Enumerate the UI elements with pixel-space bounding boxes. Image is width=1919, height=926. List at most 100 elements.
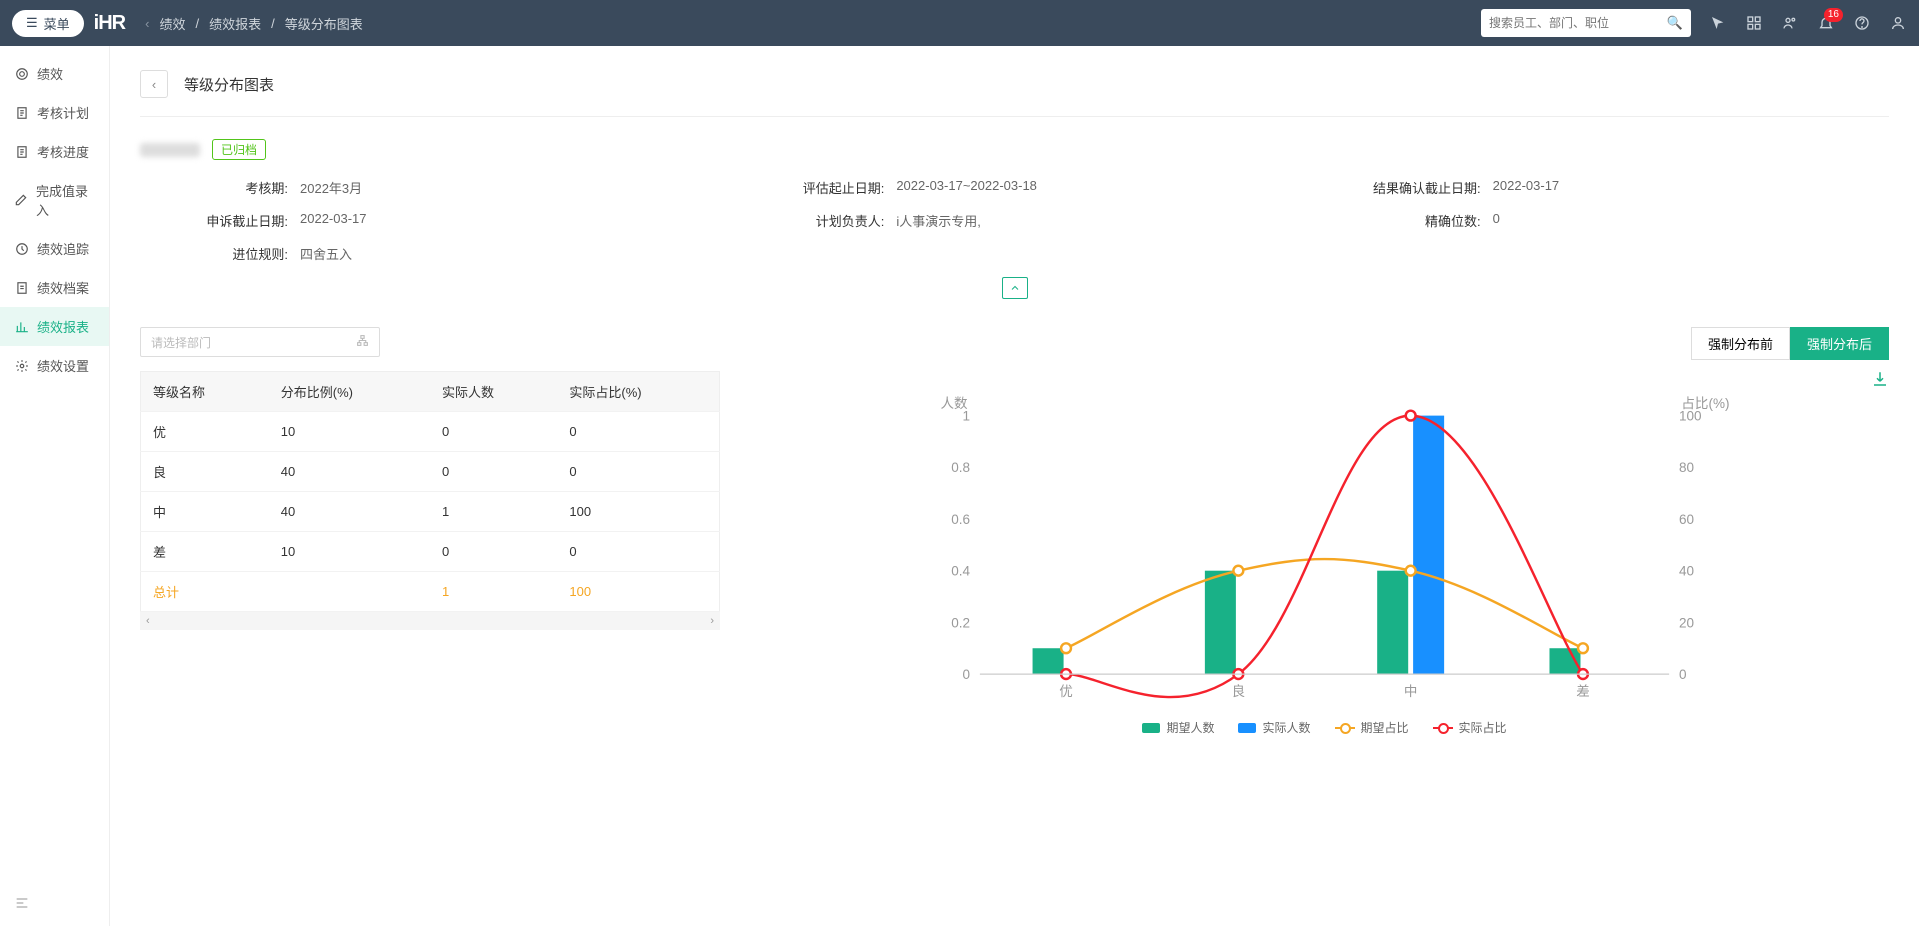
edit-icon <box>14 193 28 208</box>
legend-swatch <box>1142 723 1160 733</box>
table-cell: 100 <box>557 492 719 532</box>
legend-item[interactable]: .leg-line[style*='#f5a623']::after{borde… <box>1335 719 1409 736</box>
chart-container: 人数占比(%)00.20.40.60.81020406080100优良中差 <box>760 391 1889 711</box>
svg-text:良: 良 <box>1232 684 1246 699</box>
sidebar-item-doc[interactable]: 考核进度 <box>0 132 109 171</box>
collapse-info-button[interactable] <box>1002 277 1028 299</box>
info-value: 2022-03-17 <box>300 211 367 230</box>
table-cell: 40 <box>269 492 430 532</box>
legend-item[interactable]: 实际人数 <box>1238 719 1310 736</box>
search-input[interactable] <box>1489 16 1667 30</box>
table-scrollbar[interactable]: ‹› <box>140 612 720 630</box>
help-icon[interactable] <box>1853 14 1871 32</box>
info-label: 考核期: <box>140 178 300 197</box>
sidebar-item-label: 完成值录入 <box>36 181 95 219</box>
legend-item[interactable]: .leg-line[style*='#f5222d']::after{borde… <box>1433 719 1507 736</box>
status-badge: 已归档 <box>212 139 266 160</box>
svg-text:20: 20 <box>1679 615 1694 630</box>
cursor-icon[interactable] <box>1709 14 1727 32</box>
sidebar-item-file[interactable]: 绩效档案 <box>0 268 109 307</box>
menu-button[interactable]: ☰ 菜单 <box>12 10 84 37</box>
distribution-table: 等级名称分布比例(%)实际人数实际占比(%) 优1000良4000中401100… <box>140 371 720 612</box>
legend-label: 期望占比 <box>1361 719 1409 736</box>
sidebar-item-gear[interactable]: 绩效设置 <box>0 346 109 385</box>
breadcrumb-item[interactable]: 绩效报表 <box>209 14 261 33</box>
sidebar-item-label: 绩效 <box>37 64 63 83</box>
info-value: 四舍五入 <box>300 244 352 263</box>
dept-select[interactable]: 请选择部门 <box>140 327 380 357</box>
table-row: 中401100 <box>141 492 720 532</box>
table-cell: 10 <box>269 532 430 572</box>
download-icon[interactable] <box>1871 370 1889 391</box>
svg-text:60: 60 <box>1679 512 1694 527</box>
header-right: 🔍 16 <box>1481 9 1907 37</box>
back-button[interactable]: ‹ <box>140 70 168 98</box>
logo: iHR <box>94 12 125 35</box>
sidebar-item-label: 考核计划 <box>37 103 89 122</box>
info-block: 已归档 考核期:2022年3月 评估起止日期:2022-03-17~2022-0… <box>140 117 1889 309</box>
top-header: ☰ 菜单 iHR ‹ 绩效 / 绩效报表 / 等级分布图表 🔍 16 <box>0 0 1919 46</box>
info-value: i人事演示专用, <box>896 211 981 230</box>
svg-text:0.6: 0.6 <box>951 512 970 527</box>
sidebar-item-label: 绩效设置 <box>37 356 89 375</box>
legend-swatch: .leg-line[style*='#f5a623']::after{borde… <box>1335 727 1355 729</box>
table-cell: 10 <box>269 412 430 452</box>
legend-label: 实际人数 <box>1262 719 1310 736</box>
info-value: 2022-03-17 <box>1493 178 1560 197</box>
qr-icon[interactable] <box>1745 14 1763 32</box>
svg-text:0.2: 0.2 <box>951 615 970 630</box>
search-box[interactable]: 🔍 <box>1481 9 1691 37</box>
sidebar-item-doc[interactable]: 考核计划 <box>0 93 109 132</box>
bell-icon[interactable]: 16 <box>1817 14 1835 32</box>
table-total-row: 总计1100 <box>141 572 720 612</box>
svg-text:0.8: 0.8 <box>951 460 970 475</box>
table-cell: 0 <box>430 412 557 452</box>
breadcrumb-item[interactable]: 绩效 <box>159 14 185 33</box>
legend-item[interactable]: 期望人数 <box>1142 719 1214 736</box>
svg-text:1: 1 <box>963 409 971 424</box>
table-cell: 差 <box>141 532 269 572</box>
menu-label: 菜单 <box>44 14 70 33</box>
target-icon <box>14 66 29 81</box>
table-cell: 1 <box>430 492 557 532</box>
plan-name-blurred <box>140 143 200 157</box>
gear-icon <box>14 358 29 373</box>
legend-label: 期望人数 <box>1166 719 1214 736</box>
sidebar-item-target[interactable]: 绩效 <box>0 54 109 93</box>
search-icon[interactable]: 🔍 <box>1667 15 1683 31</box>
svg-text:优: 优 <box>1059 684 1073 699</box>
info-value: 2022年3月 <box>300 178 362 197</box>
table-cell: 1 <box>430 572 557 612</box>
menu-icon: ☰ <box>26 15 38 31</box>
dist-after-button[interactable]: 强制分布后 <box>1790 327 1889 360</box>
breadcrumb: ‹ 绩效 / 绩效报表 / 等级分布图表 <box>145 14 363 33</box>
dept-placeholder: 请选择部门 <box>151 334 211 351</box>
svg-text:中: 中 <box>1404 684 1418 699</box>
sidebar-item-label: 绩效档案 <box>37 278 89 297</box>
doc-icon <box>14 144 29 159</box>
sidebar: 绩效考核计划考核进度完成值录入绩效追踪绩效档案绩效报表绩效设置 <box>0 46 110 926</box>
sidebar-item-label: 绩效报表 <box>37 317 89 336</box>
table-cell <box>269 572 430 612</box>
table-row: 优1000 <box>141 412 720 452</box>
dist-before-button[interactable]: 强制分布前 <box>1691 327 1790 360</box>
legend-swatch: .leg-line[style*='#f5222d']::after{borde… <box>1433 727 1453 729</box>
dist-button-group: 强制分布前 强制分布后 <box>760 327 1889 360</box>
left-pane: 请选择部门 等级名称分布比例(%)实际人数实际占比(%) 优1000良4000中… <box>140 327 720 736</box>
sidebar-item-track[interactable]: 绩效追踪 <box>0 229 109 268</box>
info-label: 评估起止日期: <box>736 178 896 197</box>
table-cell: 0 <box>557 412 719 452</box>
table-row: 差1000 <box>141 532 720 572</box>
svg-text:0: 0 <box>1679 667 1687 682</box>
svg-text:0.4: 0.4 <box>951 564 970 579</box>
breadcrumb-back-icon[interactable]: ‹ <box>145 16 149 31</box>
sidebar-collapse-icon[interactable] <box>14 895 30 914</box>
user-icon[interactable] <box>1889 14 1907 32</box>
chart-legend: 期望人数 实际人数 .leg-line[style*='#f5a623']::aft… <box>760 719 1889 736</box>
doc-icon <box>14 105 29 120</box>
table-header: 实际占比(%) <box>557 372 719 412</box>
sidebar-item-chart[interactable]: 绩效报表 <box>0 307 109 346</box>
contacts-icon[interactable] <box>1781 14 1799 32</box>
sidebar-item-edit[interactable]: 完成值录入 <box>0 171 109 229</box>
main-area: ‹ 等级分布图表 已归档 考核期:2022年3月 评估起止日期:2022-03-… <box>110 46 1919 926</box>
